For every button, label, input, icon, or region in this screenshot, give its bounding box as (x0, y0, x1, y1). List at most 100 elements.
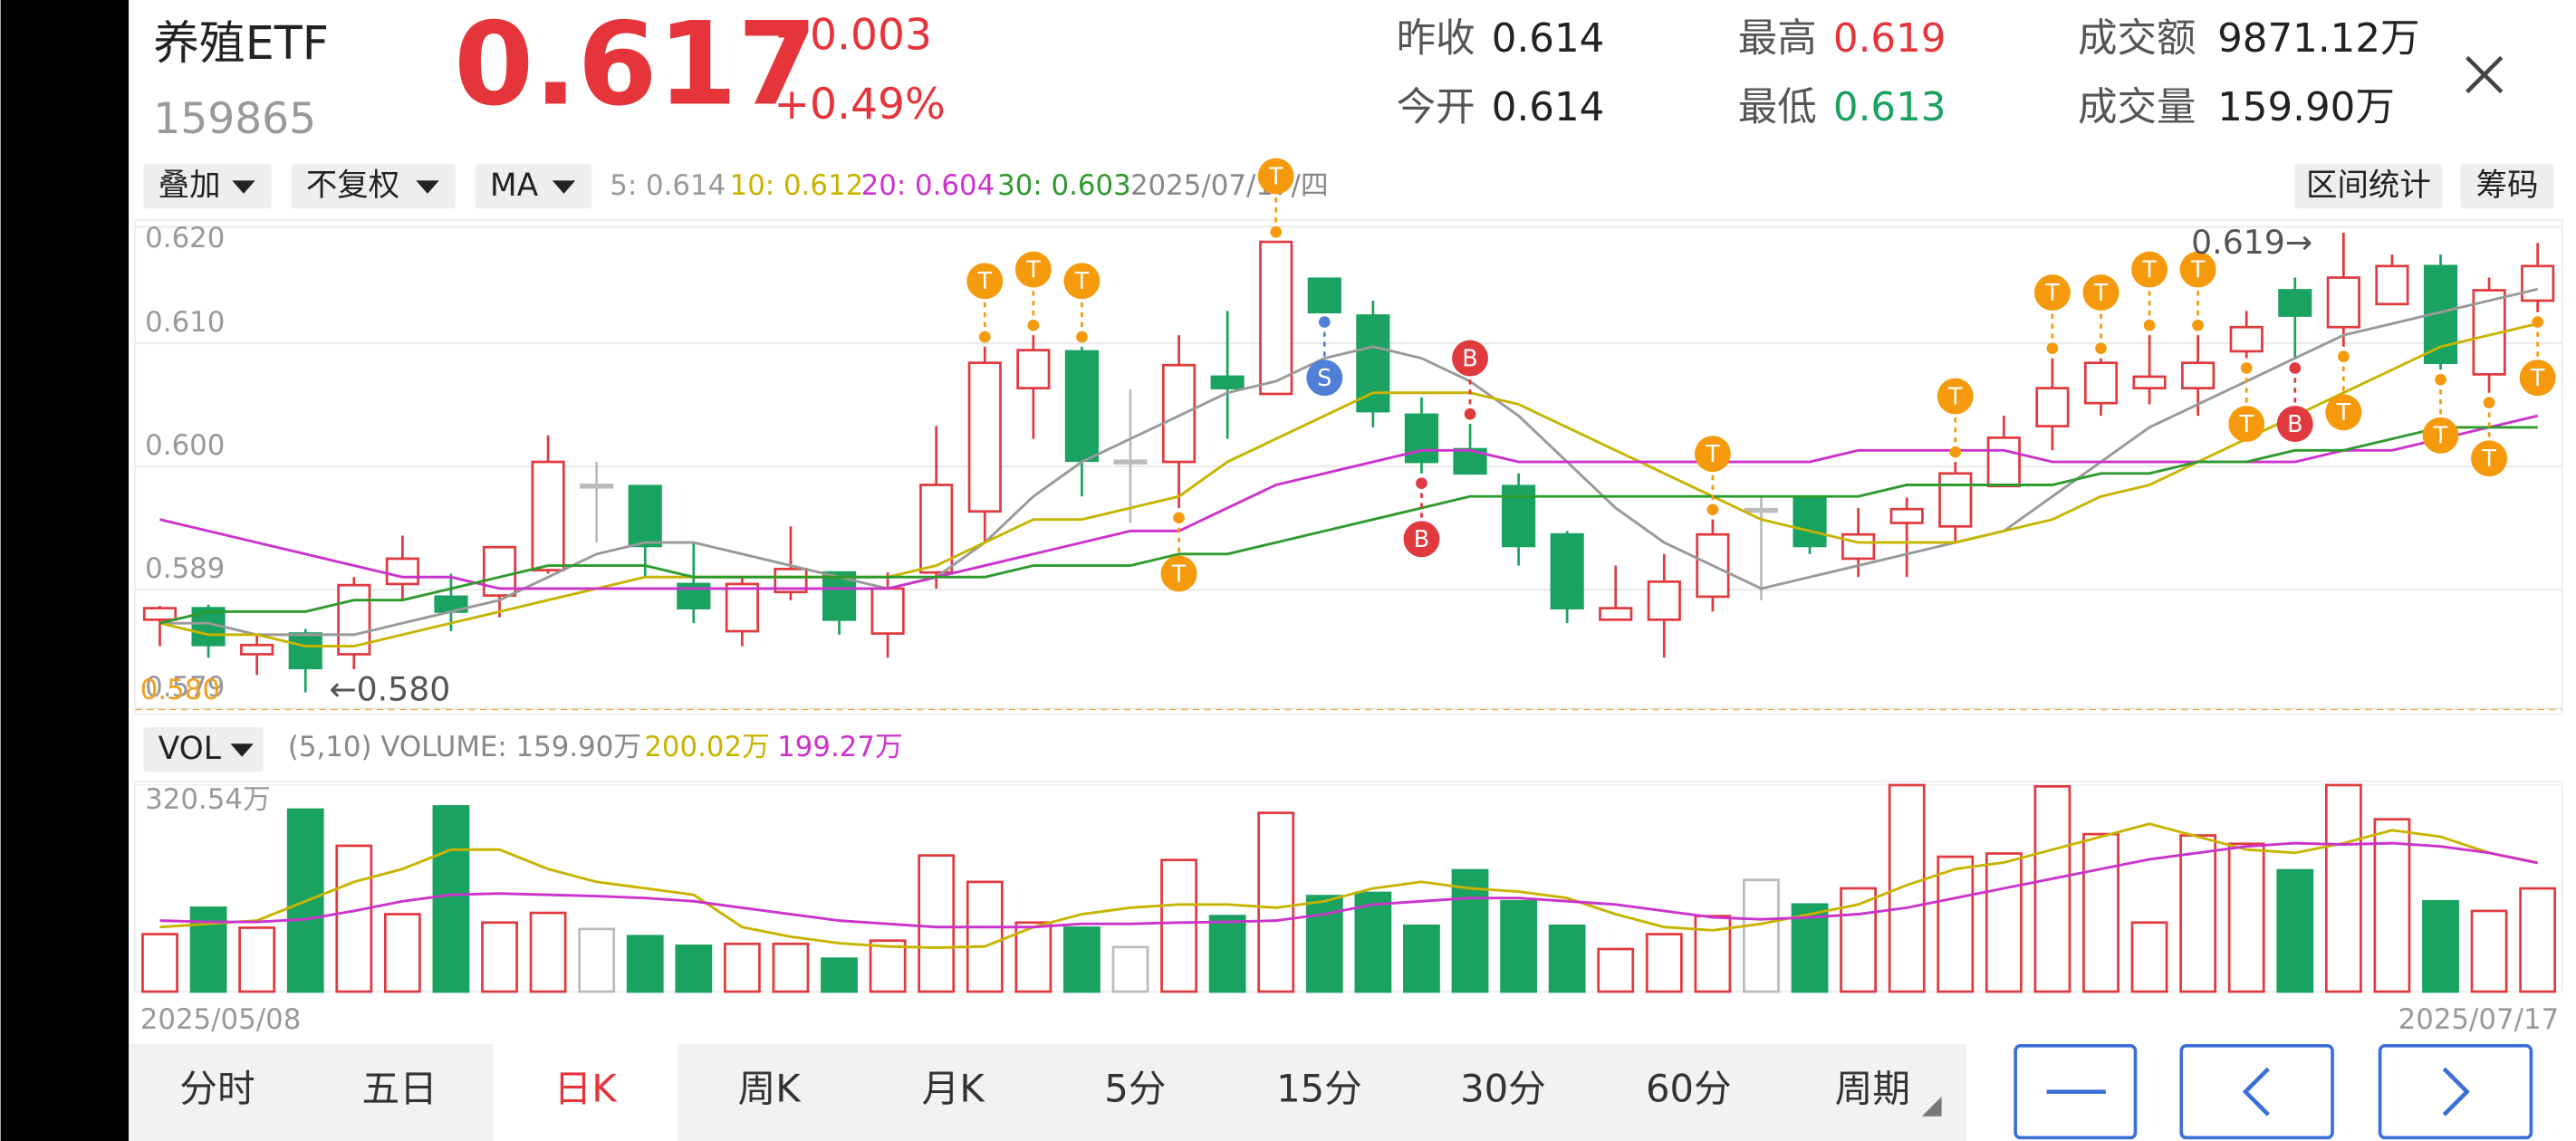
marker-dot (1318, 316, 1331, 328)
candle-body (919, 484, 954, 574)
ma-line (159, 287, 2538, 637)
marker-label: T (2141, 255, 2157, 283)
tab[interactable]: 周K (738, 1067, 803, 1111)
marker-dot (1949, 446, 1962, 458)
stat-value: 0.614 (1492, 16, 1605, 62)
marker-dot (1464, 408, 1476, 420)
marker-label: T (2190, 255, 2206, 283)
toolbar-button[interactable] (475, 164, 592, 209)
candle-body (1016, 349, 1051, 390)
toolbar-button[interactable] (291, 164, 456, 209)
candle-body (1793, 496, 1827, 548)
volume-bar (2082, 832, 2119, 993)
marker-dot (1076, 331, 1088, 343)
volume-bar (1160, 858, 1197, 993)
volume-bar (2276, 868, 2314, 993)
ma-legend: 30: 0.603 (997, 169, 1131, 202)
vol-legend: 200.02万 (644, 731, 770, 763)
stat-label: 今开 (1397, 85, 1475, 130)
candle-body (1841, 532, 1876, 561)
marker-dot (1270, 225, 1283, 238)
vol-legend: 199.27万 (777, 731, 903, 763)
marker-dot (978, 331, 991, 343)
candle-body (2132, 375, 2167, 390)
dropdown-arrow (416, 180, 439, 194)
stat-label: 最高 (1738, 16, 1817, 62)
toolbar-button-label: 不复权 (306, 168, 399, 204)
volume-bar (1937, 855, 1975, 993)
vol-button[interactable] (143, 727, 264, 772)
candle-body (2035, 387, 2070, 427)
tab[interactable]: 5分 (1104, 1067, 1166, 1111)
candle-body (2083, 361, 2119, 405)
tab[interactable]: 15分 (1276, 1067, 1362, 1111)
volume-bar (2130, 921, 2168, 993)
volume-bar (1888, 783, 1926, 993)
marker-dot (2338, 350, 2350, 363)
marker-dot (2435, 373, 2446, 386)
next-button[interactable] (2378, 1044, 2533, 1140)
marker-dot (2046, 342, 2059, 355)
candle-body (1404, 413, 1439, 464)
close-button[interactable] (2465, 55, 2504, 94)
toolbar-button-label: 叠加 (159, 168, 221, 204)
marker-badge (2033, 274, 2071, 312)
candle-body (2278, 289, 2312, 317)
marker-badge (1014, 251, 1052, 288)
fund-code: 159865 (153, 94, 316, 144)
marker-label: T (1947, 382, 1963, 409)
candle-body (142, 607, 178, 621)
toolbar-date: 2025/07/17/四 (1130, 169, 1329, 202)
candle-body (531, 460, 565, 571)
ma-line (159, 322, 2538, 648)
annotation: 0.580 (140, 674, 220, 706)
volume-bar (1985, 852, 2023, 993)
volume-bar (918, 854, 956, 993)
vol-button-label: VOL (159, 731, 221, 767)
candle-body (628, 484, 662, 548)
candle-body (1550, 532, 1584, 609)
vol-ma-line (159, 822, 2538, 950)
volume-bar (432, 805, 470, 993)
stat-value: 0.619 (1833, 16, 1946, 62)
volume-bar (2227, 842, 2265, 993)
right-button[interactable] (2460, 164, 2554, 209)
stat-label: 最低 (1738, 85, 1817, 130)
marker-badge (2519, 360, 2556, 397)
tab[interactable]: 月K (922, 1067, 986, 1111)
stat-value: 159.90万 (2217, 85, 2395, 130)
tab[interactable]: 60分 (1646, 1067, 1732, 1111)
ma-legend: 20: 0.604 (861, 169, 995, 202)
volume-bar (1014, 921, 1053, 993)
marker-badge (1160, 555, 1197, 592)
volume-bar (481, 921, 518, 993)
tab[interactable]: 周期 (1835, 1067, 1910, 1111)
marker-label: T (2530, 364, 2545, 391)
stat-label: 成交额 (2078, 16, 2196, 62)
tab[interactable]: 分时 (179, 1067, 255, 1111)
candle-body (580, 484, 614, 489)
tab[interactable]: 30分 (1460, 1067, 1546, 1111)
marker-badge (2179, 251, 2216, 288)
minus-button[interactable] (2014, 1044, 2138, 1140)
candle-body (1356, 314, 1390, 413)
prev-button[interactable] (2179, 1044, 2334, 1140)
marker-dot (2532, 316, 2543, 328)
volume-bar (1354, 891, 1392, 993)
marker-label: T (2481, 445, 2496, 472)
volume-bar (1403, 924, 1440, 993)
right-button[interactable] (2294, 164, 2443, 209)
y-tick-label: 0.579 (145, 671, 225, 704)
candle-body (1889, 507, 1924, 524)
annotation: 0.619→ (2191, 223, 2312, 262)
toolbar-button[interactable] (143, 164, 272, 209)
marker-badge (1257, 158, 1294, 195)
volume-bar (335, 844, 373, 993)
volume-plot (134, 781, 2563, 992)
y-tick-label: 0.589 (145, 552, 225, 585)
volume-bar (626, 935, 664, 993)
tab[interactable]: 五日 (362, 1067, 437, 1111)
tab[interactable]: 日K (554, 1067, 619, 1111)
candle-body (1986, 436, 2021, 488)
